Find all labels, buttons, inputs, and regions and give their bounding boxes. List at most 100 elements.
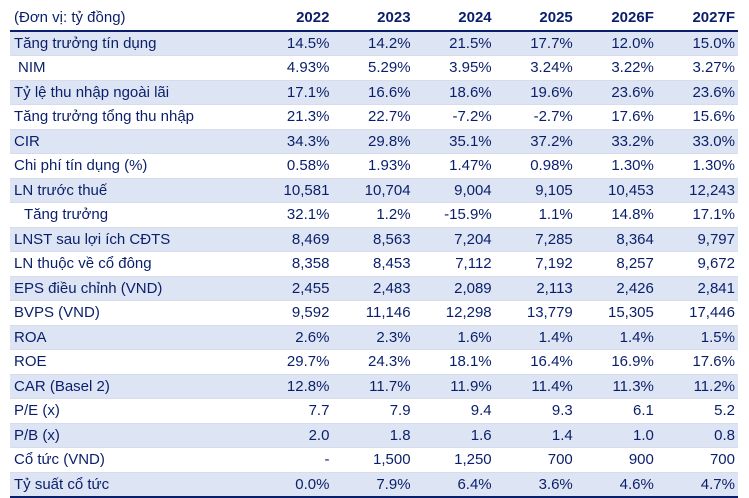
table-cell: 16.6% bbox=[332, 80, 414, 105]
table-cell: 2.6% bbox=[251, 325, 333, 350]
table-cell: 700 bbox=[656, 447, 738, 473]
row-label: Tăng trưởng bbox=[10, 202, 252, 228]
table-cell: 1.8 bbox=[332, 423, 414, 448]
table-cell: 12,298 bbox=[413, 300, 495, 326]
table-cell: 7,192 bbox=[494, 251, 576, 277]
row-label: Tăng trưởng tín dụng bbox=[10, 30, 252, 56]
table-cell: 11.7% bbox=[332, 374, 414, 399]
table-cell: 7.9% bbox=[332, 472, 414, 498]
column-header: 2022 bbox=[251, 6, 333, 32]
table-cell: 9.3 bbox=[494, 398, 576, 424]
financial-forecast-table: (Đơn vị: tỷ đồng) 2022 2023 2024 2025 20… bbox=[10, 6, 738, 498]
table-cell: 9,797 bbox=[656, 227, 738, 252]
table-cell: 19.6% bbox=[494, 80, 576, 105]
table-cell: 0.0% bbox=[251, 472, 333, 498]
column-header: 2023 bbox=[332, 6, 414, 32]
table-cell: 1.0 bbox=[575, 423, 657, 448]
table-cell: 10,704 bbox=[332, 178, 414, 203]
table-cell: 1.30% bbox=[575, 153, 657, 179]
table-row: CAR (Basel 2) 12.8% 11.7% 11.9% 11.4% 11.3% 11… bbox=[10, 374, 738, 399]
table-cell: 11.3% bbox=[575, 374, 657, 399]
table-cell: -15.9% bbox=[413, 202, 495, 228]
table-row: EPS điều chỉnh (VND) 2,455 2,483 2,089 2,113… bbox=[10, 276, 738, 301]
table-cell: 4.6% bbox=[575, 472, 657, 498]
table-cell: 10,453 bbox=[575, 178, 657, 203]
table-cell: 1.2% bbox=[332, 202, 414, 228]
row-label: P/B (x) bbox=[10, 423, 252, 448]
row-label: Tỷ suất cổ tức bbox=[10, 472, 252, 498]
row-label: Chi phí tín dụng (%) bbox=[10, 153, 252, 179]
table-cell: 1.4% bbox=[494, 325, 576, 350]
table-cell: 8,469 bbox=[251, 227, 333, 252]
table-cell: 29.7% bbox=[251, 349, 333, 375]
table-cell: 8,453 bbox=[332, 251, 414, 277]
row-label: LN thuộc về cổ đông bbox=[10, 251, 252, 277]
table-cell: 18.1% bbox=[413, 349, 495, 375]
table-cell: 21.5% bbox=[413, 30, 495, 56]
table-cell: 7.7 bbox=[251, 398, 333, 424]
table-cell: 2,455 bbox=[251, 276, 333, 301]
table-cell: 3.95% bbox=[413, 55, 495, 81]
table-cell: 17.1% bbox=[251, 80, 333, 105]
table-cell: 32.1% bbox=[251, 202, 333, 228]
table-cell: 900 bbox=[575, 447, 657, 473]
table-cell: 14.8% bbox=[575, 202, 657, 228]
row-label: CAR (Basel 2) bbox=[10, 374, 252, 399]
table-cell: 11,146 bbox=[332, 300, 414, 326]
table-cell: 3.22% bbox=[575, 55, 657, 81]
table-cell: 23.6% bbox=[656, 80, 738, 105]
table-cell: 3.27% bbox=[656, 55, 738, 81]
table-row: P/B (x) 2.0 1.8 1.6 1.4 1.0 0.8 bbox=[10, 423, 738, 448]
table-row: NIM 4.93% 5.29% 3.95% 3.24% 3.22% 3.27% bbox=[10, 55, 738, 81]
row-label: CIR bbox=[10, 129, 252, 154]
table-row: LN thuộc về cổ đông 8,358 8,453 7,112 7,192 8… bbox=[10, 251, 738, 277]
table-cell: 5.29% bbox=[332, 55, 414, 81]
row-label: NIM bbox=[10, 55, 252, 81]
table-cell: 9.4 bbox=[413, 398, 495, 424]
table-cell: 29.8% bbox=[332, 129, 414, 154]
table-cell: 1.4 bbox=[494, 423, 576, 448]
row-label: Tăng trưởng tổng thu nhập bbox=[10, 104, 252, 130]
table-cell: 5.2 bbox=[656, 398, 738, 424]
table-cell: 700 bbox=[494, 447, 576, 473]
table-cell: 3.6% bbox=[494, 472, 576, 498]
column-header: 2025 bbox=[494, 6, 576, 32]
table-cell: 1.93% bbox=[332, 153, 414, 179]
row-label: BVPS (VND) bbox=[10, 300, 252, 326]
table-cell: 9,004 bbox=[413, 178, 495, 203]
table-cell: 17.7% bbox=[494, 30, 576, 56]
table-row: Tăng trưởng 32.1% 1.2% -15.9% 1.1% 14.8% 17.1% bbox=[10, 202, 738, 228]
column-header: 2024 bbox=[413, 6, 495, 32]
table-cell: 21.3% bbox=[251, 104, 333, 130]
table-cell: 12.0% bbox=[575, 30, 657, 56]
table-cell: 8,257 bbox=[575, 251, 657, 277]
table-cell: 7,204 bbox=[413, 227, 495, 252]
unit-label: (Đơn vị: tỷ đồng) bbox=[10, 6, 252, 32]
table-cell: - bbox=[251, 447, 333, 473]
table-cell: 9,592 bbox=[251, 300, 333, 326]
table-cell: 2.0 bbox=[251, 423, 333, 448]
table-cell: 12.8% bbox=[251, 374, 333, 399]
table-cell: 2,113 bbox=[494, 276, 576, 301]
table-cell: 17.1% bbox=[656, 202, 738, 228]
table-cell: 2,841 bbox=[656, 276, 738, 301]
table-cell: 2.3% bbox=[332, 325, 414, 350]
table-cell: 6.4% bbox=[413, 472, 495, 498]
table-cell: 11.2% bbox=[656, 374, 738, 399]
table-cell: 35.1% bbox=[413, 129, 495, 154]
row-label: ROA bbox=[10, 325, 252, 350]
table-cell: 0.8 bbox=[656, 423, 738, 448]
table-cell: 17.6% bbox=[656, 349, 738, 375]
table-cell: 2,089 bbox=[413, 276, 495, 301]
table-cell: -7.2% bbox=[413, 104, 495, 130]
table-cell: 1.30% bbox=[656, 153, 738, 179]
table-cell: 16.9% bbox=[575, 349, 657, 375]
table-cell: 1,250 bbox=[413, 447, 495, 473]
table-cell: 8,364 bbox=[575, 227, 657, 252]
table-cell: 1.6 bbox=[413, 423, 495, 448]
table-cell: 15.0% bbox=[656, 30, 738, 56]
table-cell: 22.7% bbox=[332, 104, 414, 130]
table-row: P/E (x) 7.7 7.9 9.4 9.3 6.1 5.2 bbox=[10, 398, 738, 424]
table-cell: 9,105 bbox=[494, 178, 576, 203]
column-header: 2026F bbox=[575, 6, 657, 32]
